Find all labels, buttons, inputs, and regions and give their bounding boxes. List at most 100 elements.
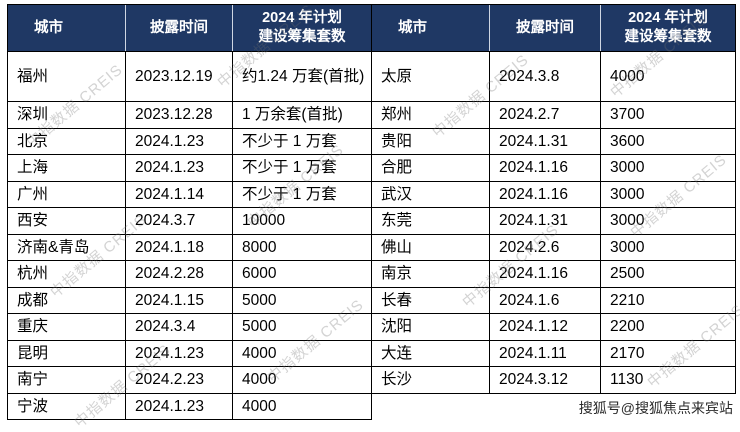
col-plan-header-line2: 建设筹集套数	[258, 29, 346, 45]
city-cell: 贵阳	[372, 127, 489, 155]
city-cell: 长沙	[372, 366, 489, 393]
table-header: 城市 披露时间 2024 年计划 建设筹集套数	[372, 5, 735, 51]
units-cell: 3000	[600, 180, 735, 207]
date-cell: 2024.1.14	[125, 180, 232, 207]
city-cell: 济南&青岛	[8, 233, 125, 261]
city-cell: 北京	[8, 127, 125, 155]
col-city-header: 城市	[372, 5, 489, 51]
units-cell: 3000	[600, 154, 735, 181]
city-cell: 深圳	[8, 101, 125, 128]
table-row: 宁波 2024.1.23 4000	[8, 392, 371, 420]
date-cell: 2024.2.6	[489, 233, 600, 260]
table-row: 福州 2023.12.19 约1.24 万套(首批)	[8, 51, 371, 101]
city-cell: 西安	[8, 207, 125, 234]
city-cell: 武汉	[372, 180, 489, 208]
table-row: 重庆 2024.3.4 5000	[8, 313, 371, 340]
city-cell: 杭州	[8, 260, 125, 287]
col-plan-header-line1: 2024 年计划	[262, 10, 342, 27]
tables-container: 城市 披露时间 2024 年计划 建设筹集套数 福州 2023.12.19 约1…	[7, 4, 736, 420]
units-cell: 6000	[232, 260, 371, 287]
date-cell: 2024.1.23	[125, 127, 232, 154]
units-cell: 3700	[600, 101, 735, 128]
units-cell: 10000	[232, 207, 371, 234]
table-row: 北京 2024.1.23 不少于 1 万套	[8, 127, 371, 155]
table-header: 城市 披露时间 2024 年计划 建设筹集套数	[8, 5, 371, 51]
units-cell: 不少于 1 万套	[232, 180, 371, 207]
date-cell: 2024.1.23	[125, 392, 232, 419]
date-cell: 2024.2.7	[489, 101, 600, 128]
date-cell: 2024.2.28	[125, 260, 232, 287]
city-cell: 重庆	[8, 313, 125, 340]
table-row: 郑州 2024.2.7 3700	[372, 101, 735, 128]
units-cell: 4000	[232, 366, 371, 393]
units-cell: 3600	[600, 127, 735, 154]
date-cell: 2024.1.16	[489, 154, 600, 181]
table-row: 武汉 2024.1.16 3000	[372, 180, 735, 208]
date-cell: 2023.12.28	[125, 101, 232, 128]
city-cell: 沈阳	[372, 313, 489, 340]
date-cell: 2024.1.15	[125, 286, 232, 313]
table-row: 深圳 2023.12.28 1 万余套(首批)	[8, 101, 371, 128]
table-row: 长沙 2024.3.12 1130	[372, 366, 735, 393]
city-cell: 长春	[372, 286, 489, 314]
city-cell: 上海	[8, 154, 125, 181]
units-cell: 4000	[232, 392, 371, 419]
date-cell: 2024.1.18	[125, 233, 232, 260]
date-cell: 2024.1.16	[489, 260, 600, 287]
city-cell: 大连	[372, 339, 489, 367]
city-cell: 东莞	[372, 207, 489, 234]
units-cell: 5000	[232, 286, 371, 313]
city-cell: 广州	[8, 180, 125, 208]
col-plan-header: 2024 年计划 建设筹集套数	[232, 5, 371, 51]
sohu-branding-text: 搜狐号@搜狐焦点来宾站	[578, 400, 733, 416]
date-cell: 2024.2.23	[125, 366, 232, 393]
date-cell: 2024.1.23	[125, 154, 232, 181]
table-body-right: 太原 2024.3.8 4000 郑州 2024.2.7 3700 贵阳 202…	[372, 51, 735, 393]
units-cell: 4000	[232, 339, 371, 366]
date-cell: 2023.12.19	[125, 51, 232, 101]
table-row: 济南&青岛 2024.1.18 8000	[8, 233, 371, 261]
units-cell: 3000	[600, 207, 735, 234]
table-row: 长春 2024.1.6 2210	[372, 286, 735, 314]
city-cell: 南宁	[8, 366, 125, 393]
units-cell: 1130	[600, 366, 735, 393]
units-cell: 5000	[232, 313, 371, 340]
units-cell: 2200	[600, 313, 735, 340]
date-cell: 2024.3.4	[125, 313, 232, 340]
col-plan-header-line2: 建设筹集套数	[624, 29, 712, 45]
housing-plan-table-left: 城市 披露时间 2024 年计划 建设筹集套数 福州 2023.12.19 约1…	[7, 4, 372, 420]
date-cell: 2024.1.23	[125, 339, 232, 366]
date-cell: 2024.3.8	[489, 51, 600, 101]
table-row: 合肥 2024.1.16 3000	[372, 154, 735, 181]
date-cell: 2024.1.6	[489, 286, 600, 313]
date-cell: 2024.1.16	[489, 180, 600, 207]
units-cell: 2500	[600, 260, 735, 287]
city-cell: 宁波	[8, 392, 125, 420]
table-row: 西安 2024.3.7 10000	[8, 207, 371, 234]
units-cell: 不少于 1 万套	[232, 154, 371, 181]
units-cell: 2210	[600, 286, 735, 313]
header-row: 城市 披露时间 2024 年计划 建设筹集套数	[8, 5, 371, 51]
header-row: 城市 披露时间 2024 年计划 建设筹集套数	[372, 5, 735, 51]
city-cell: 昆明	[8, 339, 125, 367]
city-cell: 佛山	[372, 233, 489, 261]
table-row: 大连 2024.1.11 2170	[372, 339, 735, 367]
col-plan-header: 2024 年计划 建设筹集套数	[600, 5, 735, 51]
city-cell: 福州	[8, 51, 125, 101]
units-cell: 约1.24 万套(首批)	[232, 51, 371, 101]
col-date-header: 披露时间	[489, 5, 600, 51]
date-cell: 2024.1.11	[489, 339, 600, 366]
col-city-header: 城市	[8, 5, 125, 51]
table-row: 南宁 2024.2.23 4000	[8, 366, 371, 393]
city-cell: 合肥	[372, 154, 489, 181]
date-cell: 2024.1.31	[489, 127, 600, 154]
date-cell: 2024.3.12	[489, 366, 600, 393]
units-cell: 1 万余套(首批)	[232, 101, 371, 128]
table-row: 东莞 2024.1.31 3000	[372, 207, 735, 234]
col-date-header: 披露时间	[125, 5, 232, 51]
housing-plan-table-right: 城市 披露时间 2024 年计划 建设筹集套数 太原 2024.3.8 4000…	[372, 4, 736, 394]
city-cell: 南京	[372, 260, 489, 287]
city-cell: 成都	[8, 286, 125, 314]
page: 城市 披露时间 2024 年计划 建设筹集套数 福州 2023.12.19 约1…	[7, 1, 740, 432]
units-cell: 3000	[600, 233, 735, 260]
